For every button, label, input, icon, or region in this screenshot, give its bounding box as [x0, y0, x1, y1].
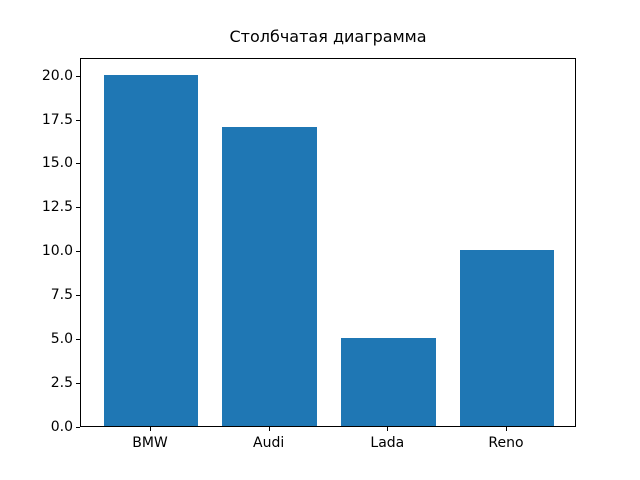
y-tick-mark: [76, 163, 80, 165]
x-tick-label: BMW: [132, 435, 168, 451]
y-tick-mark: [76, 427, 80, 428]
y-tick-label: 12.5: [41, 199, 73, 216]
bar-reno: [459, 250, 555, 426]
bar-lada: [340, 338, 436, 426]
y-tick-mark: [76, 119, 80, 121]
x-tick-mark: [387, 427, 389, 431]
x-tick-mark: [268, 427, 270, 431]
x-tick-label: Reno: [488, 435, 524, 451]
y-tick-label: 7.5: [50, 287, 73, 304]
y-tick-mark: [76, 251, 80, 253]
y-tick-mark: [76, 339, 80, 341]
y-tick-label: 2.5: [50, 375, 73, 392]
bar-bmw: [103, 74, 199, 426]
y-tick-label: 17.5: [41, 111, 73, 128]
y-tick-label: 15.0: [41, 155, 73, 172]
y-tick-label: 20.0: [41, 67, 73, 84]
plot-area: [80, 58, 576, 427]
y-tick-mark: [76, 383, 80, 385]
x-tick-label: Audi: [253, 435, 285, 451]
y-tick-label: 10.0: [41, 243, 73, 260]
y-tick-mark: [76, 207, 80, 209]
y-tick-label: 5.0: [50, 331, 73, 348]
bar-audi: [222, 127, 318, 426]
x-tick-label: Lada: [370, 435, 405, 451]
y-tick-label: 0.0: [50, 419, 73, 435]
chart-title: Столбчатая диаграмма: [229, 27, 427, 46]
y-tick-mark: [76, 75, 80, 77]
x-tick-mark: [505, 427, 507, 431]
x-tick-mark: [150, 427, 151, 431]
y-tick-mark: [76, 295, 80, 297]
